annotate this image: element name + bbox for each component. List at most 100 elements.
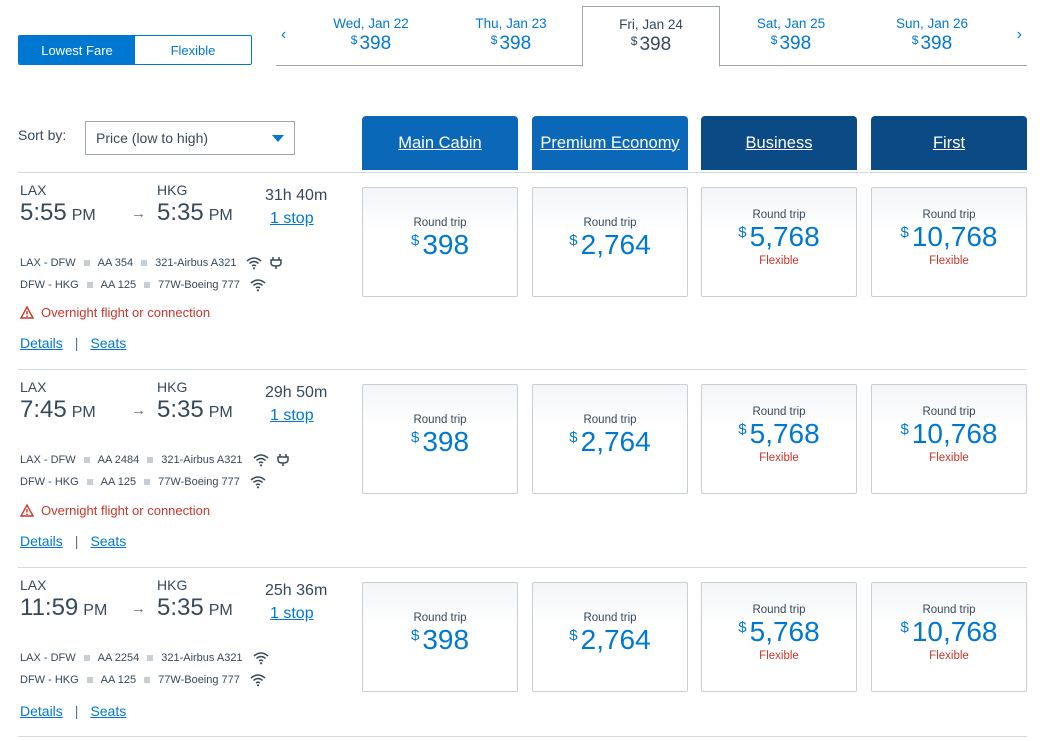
cabin-header-premium-economy[interactable]: Premium Economy xyxy=(532,116,688,170)
arrival-ampm: PM xyxy=(208,207,233,224)
warning-text: Overnight flight or connection xyxy=(41,305,211,320)
link-separator: | xyxy=(74,703,79,719)
fare-premium-economy[interactable]: Round trip $2,764 xyxy=(532,384,688,494)
segment-info: LAX - DFW AA 2254 321-Airbus A321 xyxy=(20,651,269,665)
link-separator: | xyxy=(74,533,79,549)
segment-flight: AA 125 xyxy=(100,476,137,488)
segment-aircraft: 321-Airbus A321 xyxy=(161,652,243,664)
fare-main-cabin[interactable]: Round trip $398 xyxy=(362,187,518,297)
lowest-fare-option[interactable]: Lowest Fare xyxy=(19,36,135,64)
fare-business[interactable]: Round trip $5,768 Flexible xyxy=(701,187,857,297)
fare-label: Round trip xyxy=(752,406,806,418)
fare-label: Round trip xyxy=(752,209,806,221)
arrow-right-icon: → xyxy=(131,205,146,222)
separator-square xyxy=(147,655,154,661)
departure-hm: 11:59 xyxy=(20,594,79,621)
date-tab-selected[interactable]: Fri, Jan 24 $398 xyxy=(582,6,720,67)
currency-symbol: $ xyxy=(569,232,578,249)
separator-square xyxy=(144,677,151,683)
segment-info: DFW - HKG AA 125 77W-Boeing 777 xyxy=(20,475,266,489)
fare-premium-economy[interactable]: Round trip $2,764 xyxy=(532,582,688,692)
seats-link[interactable]: Seats xyxy=(90,533,127,549)
sort-dropdown[interactable]: Price (low to high) xyxy=(85,121,295,155)
price-amount: 2,764 xyxy=(580,624,651,655)
seats-link[interactable]: Seats xyxy=(90,703,127,719)
flight-links: Details | Seats xyxy=(20,533,126,549)
date-price: $398 xyxy=(583,34,719,56)
chevron-left-icon[interactable]: ‹ xyxy=(281,26,287,43)
fare-premium-economy[interactable]: Round trip $2,764 xyxy=(532,187,688,297)
fare-label: Round trip xyxy=(413,612,467,624)
power-outlet-icon xyxy=(276,454,289,466)
fare-note: Flexible xyxy=(929,650,969,662)
flight-duration: 31h 40m xyxy=(265,187,328,204)
separator-square xyxy=(141,260,148,266)
fare-main-cabin[interactable]: Round trip $398 xyxy=(362,384,518,494)
currency-symbol: $ xyxy=(770,33,778,47)
date-tab[interactable]: Sat, Jan 25 $398 xyxy=(722,6,860,66)
fare-note: Flexible xyxy=(929,452,969,464)
date-label: Fri, Jan 24 xyxy=(619,17,683,32)
stops-link[interactable]: 1 stop xyxy=(270,210,314,227)
fare-price: $398 xyxy=(363,426,517,458)
wifi-icon xyxy=(250,674,266,687)
fare-price: $398 xyxy=(363,229,517,261)
price-amount: 398 xyxy=(422,426,470,457)
stops-link[interactable]: 1 stop xyxy=(270,605,314,622)
power-outlet-icon xyxy=(270,257,283,269)
fare-price: $2,764 xyxy=(533,229,687,261)
arrival-time: 5:35 PM xyxy=(157,199,233,227)
cabin-header-business[interactable]: Business xyxy=(701,116,857,170)
fare-business[interactable]: Round trip $5,768 Flexible xyxy=(701,582,857,692)
fare-price: $398 xyxy=(363,624,517,656)
cabin-header-main[interactable]: Main Cabin xyxy=(362,116,518,170)
flight-duration: 25h 36m xyxy=(265,582,328,599)
details-link[interactable]: Details xyxy=(20,533,63,549)
fare-label: Round trip xyxy=(583,217,637,229)
fare-price: $5,768 xyxy=(702,616,856,648)
details-link[interactable]: Details xyxy=(20,335,63,351)
currency-symbol: $ xyxy=(490,33,498,47)
destination-code: HKG xyxy=(157,577,188,593)
departure-ampm: PM xyxy=(71,207,96,224)
fare-first[interactable]: Round trip $10,768 Flexible xyxy=(871,187,1027,297)
departure-ampm: PM xyxy=(71,404,96,421)
details-link[interactable]: Details xyxy=(20,703,63,719)
fare-price: $10,768 xyxy=(872,616,1026,648)
date-tab[interactable]: Thu, Jan 23 $398 xyxy=(442,6,580,66)
segment-aircraft: 77W-Boeing 777 xyxy=(158,279,240,291)
fare-business[interactable]: Round trip $5,768 Flexible xyxy=(701,384,857,494)
arrow-right-icon: → xyxy=(131,402,146,419)
segment-aircraft: 321-Airbus A321 xyxy=(155,257,237,269)
price-amount: 398 xyxy=(422,624,470,655)
warning-text: Overnight flight or connection xyxy=(41,503,211,518)
date-strip: ‹ Wed, Jan 22 $398 Thu, Jan 23 $398 Fri,… xyxy=(276,0,1027,67)
departure-time: 5:55 PM xyxy=(20,199,96,227)
seats-link[interactable]: Seats xyxy=(90,335,127,351)
currency-symbol: $ xyxy=(410,429,420,446)
segment-route: LAX - DFW xyxy=(20,454,76,466)
currency-symbol: $ xyxy=(900,619,909,636)
stops-link[interactable]: 1 stop xyxy=(270,407,314,424)
chevron-right-icon[interactable]: › xyxy=(1016,26,1022,43)
overnight-warning: Overnight flight or connection xyxy=(20,305,210,320)
origin-code: LAX xyxy=(20,577,47,593)
date-tab[interactable]: Wed, Jan 22 $398 xyxy=(302,6,440,66)
fare-first[interactable]: Round trip $10,768 Flexible xyxy=(871,582,1027,692)
cabin-header-first[interactable]: First xyxy=(871,116,1027,170)
sort-value: Price (low to high) xyxy=(96,130,209,146)
wifi-icon xyxy=(253,652,269,665)
fare-note: Flexible xyxy=(759,255,799,267)
segment-flight: AA 125 xyxy=(100,279,137,291)
fare-main-cabin[interactable]: Round trip $398 xyxy=(362,582,518,692)
segment-aircraft: 77W-Boeing 777 xyxy=(158,674,240,686)
segment-route: DFW - HKG xyxy=(20,674,79,686)
date-tab[interactable]: Sun, Jan 26 $398 xyxy=(863,6,1001,66)
price-amount: 2,764 xyxy=(580,426,651,457)
fare-first[interactable]: Round trip $10,768 Flexible xyxy=(871,384,1027,494)
currency-symbol: $ xyxy=(630,34,638,48)
separator-square xyxy=(83,457,90,463)
segment-info: DFW - HKG AA 125 77W-Boeing 777 xyxy=(20,278,266,292)
fare-label: Round trip xyxy=(922,406,976,418)
flexible-fare-option[interactable]: Flexible xyxy=(170,42,216,58)
